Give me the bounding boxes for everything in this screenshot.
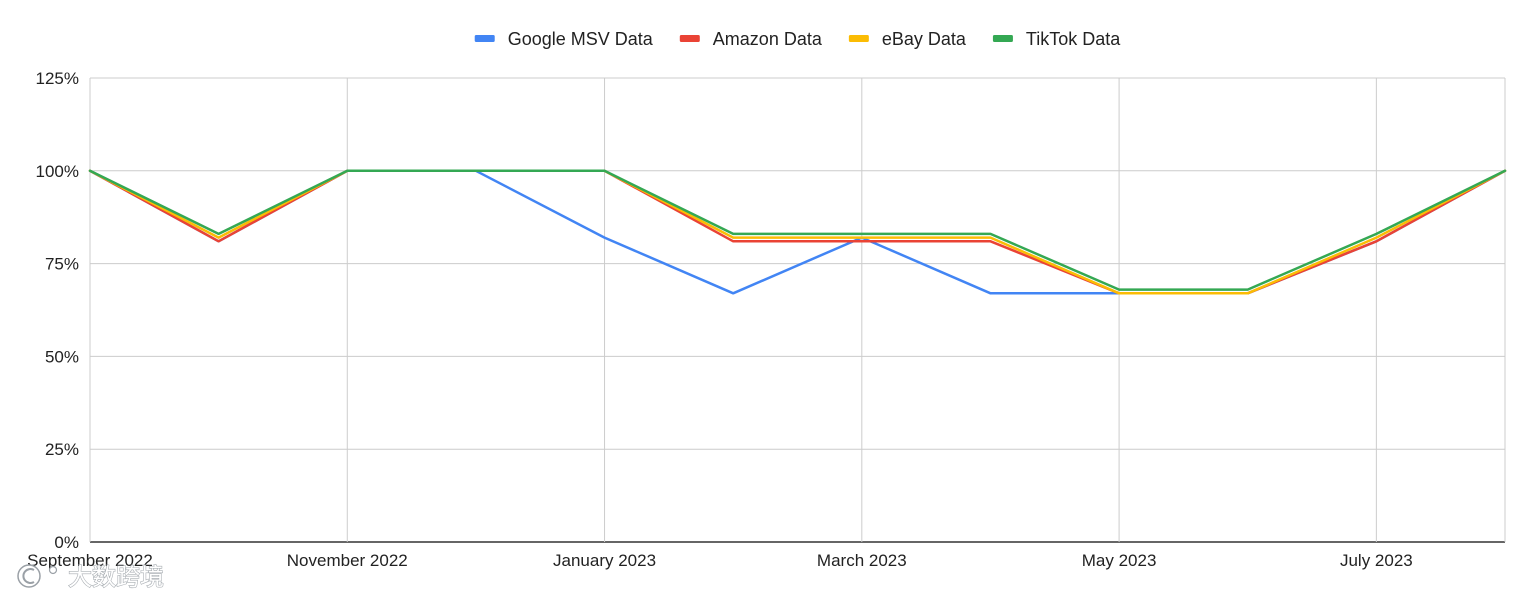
y-axis-tick-labels: 0% 25% 50% 75% 100% 125% (36, 69, 79, 552)
chart-series-lines (88, 169, 1507, 295)
x-tick-label: July 2023 (1340, 551, 1413, 570)
legend-swatch (992, 35, 1013, 42)
watermark: 大数跨境 (17, 562, 165, 592)
legend-label: TikTok Data (1026, 29, 1121, 49)
y-tick-label: 50% (45, 347, 79, 366)
legend-swatch (848, 35, 869, 42)
legend-swatch (474, 35, 495, 42)
y-tick-label: 100% (36, 162, 79, 181)
legend-item-amazon-data: Amazon Data (679, 29, 823, 49)
x-tick-label: November 2022 (287, 551, 408, 570)
y-tick-label: 75% (45, 255, 79, 274)
y-tick-label: 125% (36, 69, 79, 88)
x-axis-tick-labels: September 2022 November 2022 January 2023 M… (27, 551, 1413, 570)
legend-item-tiktok-data: TikTok Data (992, 29, 1121, 49)
chart-legend: Google MSV Data Amazon Data eBay Data TikTo… (474, 29, 1121, 49)
chart-grid (89, 77, 1506, 543)
legend-label: Google MSV Data (508, 29, 654, 49)
legend-item-ebay-data: eBay Data (848, 29, 967, 49)
legend-label: eBay Data (882, 29, 967, 49)
x-tick-label: September 2022 (27, 551, 153, 570)
series-line-ebay-data (88, 169, 1507, 295)
logo-c-icon (17, 564, 58, 588)
y-tick-label: 25% (45, 440, 79, 459)
x-tick-label: March 2023 (817, 551, 907, 570)
y-tick-label: 0% (54, 533, 79, 552)
x-tick-label: January 2023 (553, 551, 656, 570)
series-line-tiktok-data (88, 169, 1507, 291)
watermark-text: 大数跨境 (68, 563, 164, 591)
legend-swatch (679, 35, 700, 42)
legend-label: Amazon Data (713, 29, 823, 49)
legend-item-google-msv-data: Google MSV Data (474, 29, 654, 49)
x-tick-label: May 2023 (1082, 551, 1157, 570)
